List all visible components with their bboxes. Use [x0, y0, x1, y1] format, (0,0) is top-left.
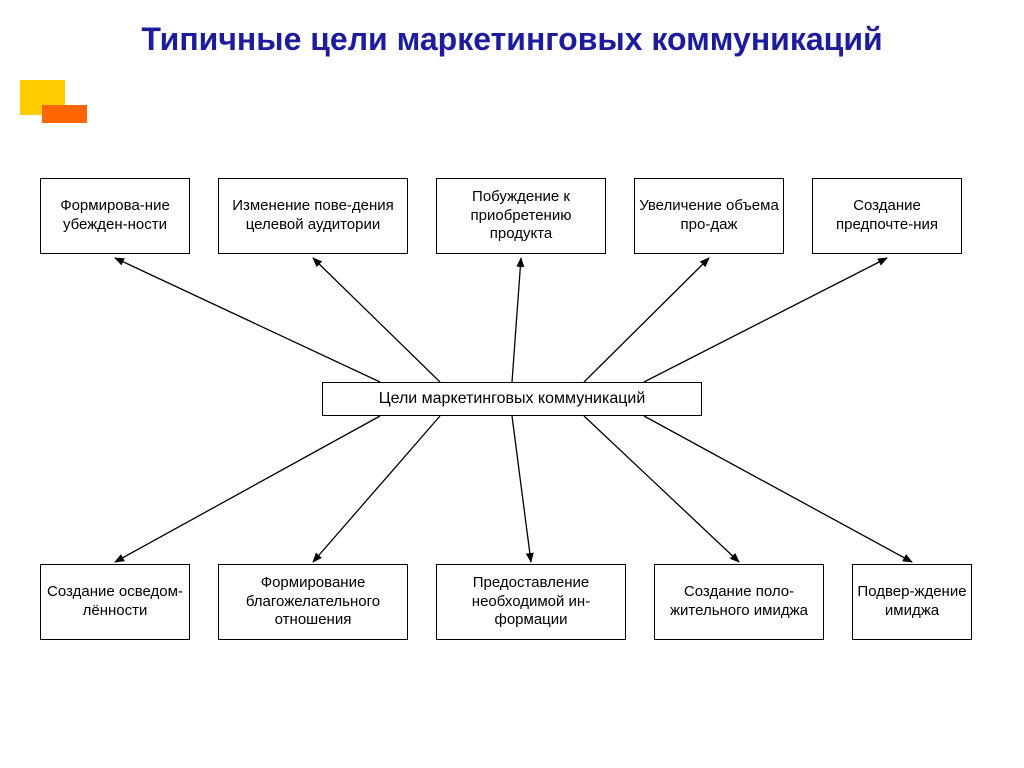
center-node: Цели маркетинговых коммуникаций — [322, 382, 702, 416]
arrow-bottom-0 — [115, 416, 380, 562]
arrow-bottom-3 — [584, 416, 739, 562]
arrow-top-2 — [512, 258, 521, 382]
bottom-node-1: Формирование благожелательного отношения — [218, 564, 408, 640]
arrow-top-3 — [584, 258, 709, 382]
arrow-bottom-2 — [512, 416, 531, 562]
arrow-top-4 — [644, 258, 887, 382]
top-node-4: Создание предпочте-ния — [812, 178, 962, 254]
arrow-bottom-4 — [644, 416, 912, 562]
bottom-node-0: Создание осведом-лённости — [40, 564, 190, 640]
arrow-bottom-1 — [313, 416, 440, 562]
bottom-node-3: Создание поло-жительного имиджа — [654, 564, 824, 640]
top-node-2: Побуждение к приобретению продукта — [436, 178, 606, 254]
deco-bar-orange — [42, 105, 87, 123]
arrow-top-0 — [115, 258, 380, 382]
top-node-1: Изменение пове-дения целевой аудитории — [218, 178, 408, 254]
bottom-node-4: Подвер-ждение имиджа — [852, 564, 972, 640]
bottom-node-2: Предоставление необходимой ин-формации — [436, 564, 626, 640]
arrow-top-1 — [313, 258, 440, 382]
top-node-3: Увеличение объема про-даж — [634, 178, 784, 254]
page-title: Типичные цели маркетинговых коммуникаций — [0, 0, 1024, 58]
top-node-0: Формирова-ние убежден-ности — [40, 178, 190, 254]
